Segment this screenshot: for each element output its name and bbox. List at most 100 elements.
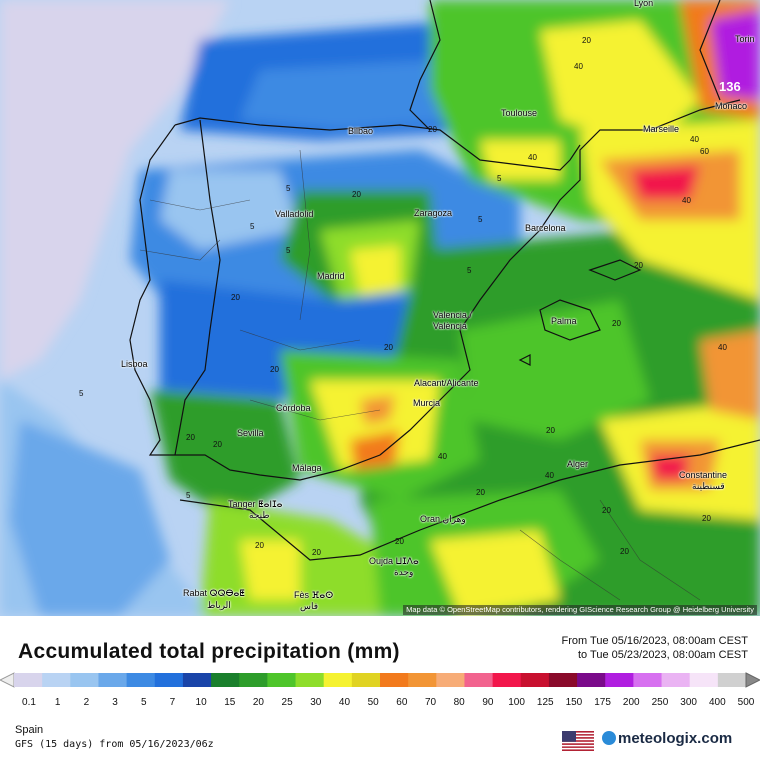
city-oran: Oran وهران [420,514,466,524]
city-oujda: Oujda ⵡⵊⴷⴰ [369,556,419,566]
city-fes: Fès ⴼⴰⵙ [294,590,334,600]
contour-label: 20 [231,293,240,302]
contour-label: 40 [438,452,447,461]
scale-label: 80 [453,697,465,708]
contour-label: 40 [718,343,727,352]
city-barcelona: Barcelona [525,223,566,233]
contour-label: 5 [467,266,472,275]
contour-label: 20 [620,547,629,556]
color-scale-labels: 0.1 1 2 3 5 7 10 15 20 25 30 40 50 60 70 80 90 100 125 150 1… [0,697,760,709]
scale-swatch [408,673,437,687]
city-madrid: Madrid [317,271,345,281]
scale-label: 10 [195,697,207,708]
scale-label: 90 [482,697,494,708]
contour-label: 20 [255,541,264,550]
scale-label: 1 [54,697,61,708]
region-name: Spain [15,724,44,736]
contour-label: 40 [574,62,583,71]
scale-swatch [351,673,381,687]
model-run: GFS (15 days) from 05/16/2023/06z [15,739,214,750]
city-constantine-ar: قسنطينة [692,481,725,491]
scale-label: 30 [310,697,322,708]
scale-swatch [295,673,325,687]
contour-label: 20 [612,319,621,328]
city-valencia: Valencia / [433,310,472,320]
scale-swatch [239,673,268,687]
contour-label: 20 [582,36,591,45]
brand-name: meteologix.com [618,730,733,747]
city-toulouse: Toulouse [501,108,538,118]
max-value-label: 136 [719,79,741,94]
contour-label: 5 [250,222,255,231]
city-palma: Palma [551,316,577,326]
scale-label: 50 [367,697,379,708]
color-scale-bar [0,672,760,688]
city-sevilla: Sevilla [237,428,264,438]
city-alicante: Alacant/Alicante [414,378,479,388]
contour-label: 5 [79,389,84,398]
scale-swatch [70,673,99,687]
contour-label: 20 [384,343,393,352]
scale-swatch [98,673,128,687]
city-bilbao: Bilbao [348,126,374,136]
precipitation-map[interactable]: Lyon Torin Monaco Toulouse Marseille Bil… [0,0,760,616]
scale-swatch [633,673,663,687]
scale-label: 500 [737,697,755,708]
boundaries [129,0,760,561]
scale-label: 7 [169,697,176,708]
contour-label: 20 [270,365,279,374]
us-flag-icon[interactable] [562,731,594,751]
contour-label: 20 [428,125,437,134]
map-attribution[interactable]: Map data © OpenStreetMap contributors, r… [403,605,757,615]
scale-label: 200 [622,697,640,708]
scale-swatch [126,673,156,687]
scale-label: 100 [508,697,525,708]
date-range: From Tue 05/16/2023, 08:00am CEST to Tue… [562,634,749,662]
scale-label: 25 [281,697,293,708]
city-fes-ar: فاس [300,601,319,611]
contour-label: 20 [702,514,711,523]
brand-logo[interactable]: meteologix.com [602,730,732,747]
city-valencia-ca: València [433,321,467,331]
contour-label: 20 [312,548,321,557]
scale-swatch [211,673,240,687]
city-murcia: Murcia [413,398,441,408]
contour-label: 40 [690,135,699,144]
scale-swatch [689,673,719,687]
scale-swatch [661,673,691,687]
scale-swatch [577,673,606,687]
contour-label: 20 [602,506,611,515]
scale-swatch [182,673,212,687]
scale-label: 300 [680,697,697,708]
scale-swatch [323,673,353,687]
map-canvas [0,0,760,616]
city-constantine: Constantine [679,470,728,480]
contour-label: 5 [286,184,291,193]
city-torino: Torin [735,34,755,44]
city-oujda-ar: وجدة [394,567,414,577]
scale-label: 3 [112,697,118,708]
city-marseille: Marseille [643,124,680,134]
contour-label: 20 [634,261,643,270]
contour-label: 20 [352,190,361,199]
contour-label: 60 [700,147,709,156]
city-malaga: Málaga [292,463,322,473]
scale-label: 60 [396,697,408,708]
scale-swatch [436,673,465,687]
scale-swatch [154,673,184,687]
city-lyon: Lyon [634,0,654,8]
city-monaco: Monaco [715,101,748,111]
legend-panel: Accumulated total precipitation (mm) Fro… [0,616,760,760]
contour-label: 20 [213,440,222,449]
city-valladolid: Valladolid [275,209,314,219]
scale-arrow-high [745,672,760,688]
contour-label: 5 [497,174,502,183]
scale-label: 150 [565,697,583,708]
city-rabat: Rabat ⵕⵕⴱⴰⵟ [183,588,245,598]
scale-label: 20 [252,697,264,708]
scale-swatch [520,673,550,687]
range-from: From Tue 05/16/2023, 08:00am CEST [561,635,749,647]
scale-swatch [267,673,297,687]
scale-swatch [605,673,634,687]
scale-label: 125 [536,697,554,708]
